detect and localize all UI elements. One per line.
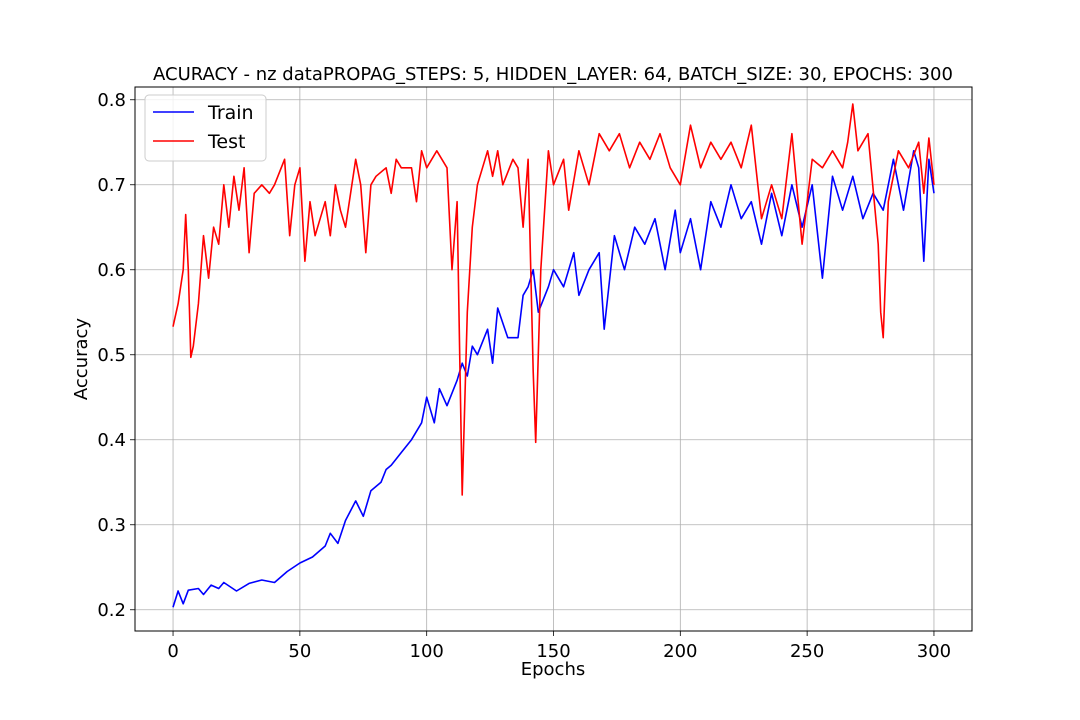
x-tick-label: 300: [917, 641, 951, 662]
y-tick-label: 0.8: [97, 90, 126, 111]
axis-ticks: 0 50 100 150 200 250 300 0.2 0.3 0.4 0.5 0.6 0.7 0.8: [97, 90, 951, 662]
legend: Train Test: [144, 94, 267, 162]
x-tick-label: 200: [663, 641, 697, 662]
legend-train-label: Train: [207, 102, 254, 124]
y-tick-label: 0.6: [97, 260, 126, 281]
y-axis-label: Accuracy: [71, 318, 92, 401]
grid: [135, 87, 972, 631]
y-tick-label: 0.5: [97, 345, 126, 366]
x-tick-label: 0: [167, 641, 178, 662]
plot-lines: [172, 103, 935, 608]
y-tick-label: 0.7: [97, 175, 126, 196]
series-line-test: [172, 103, 935, 496]
x-tick-label: 100: [410, 641, 444, 662]
chart-title: ACURACY - nz dataPROPAG_STEPS: 5, HIDDEN…: [153, 64, 953, 85]
y-tick-label: 0.4: [97, 430, 126, 451]
x-tick-label: 50: [288, 641, 311, 662]
y-tick-label: 0.3: [97, 515, 126, 536]
legend-test-label: Test: [207, 131, 245, 153]
x-tick-label: 250: [790, 641, 824, 662]
x-axis-label: Epochs: [521, 659, 586, 680]
x-tick-label: 150: [536, 641, 570, 662]
y-tick-label: 0.2: [97, 600, 126, 621]
